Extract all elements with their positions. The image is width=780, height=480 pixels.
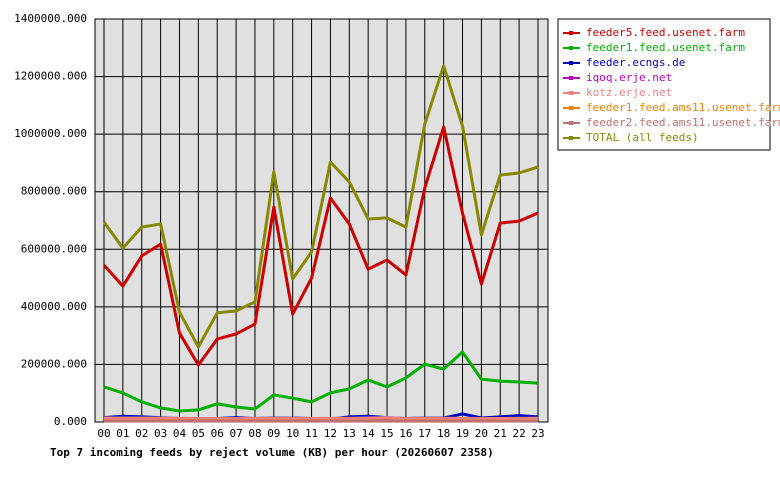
x-tick-label: 09 bbox=[267, 427, 280, 440]
y-tick-label: 1000000.000 bbox=[14, 127, 87, 140]
x-tick-label: 01 bbox=[116, 427, 129, 440]
x-tick-label: 11 bbox=[305, 427, 318, 440]
legend-label: iqoq.erje.net bbox=[586, 71, 672, 84]
series-line bbox=[103, 350, 539, 413]
x-tick-label: 06 bbox=[211, 427, 224, 440]
legend-marker bbox=[569, 31, 573, 35]
series-line bbox=[102, 64, 539, 349]
x-tick-label: 13 bbox=[343, 427, 356, 440]
x-tick-label: 20 bbox=[475, 427, 488, 440]
series-line bbox=[104, 416, 538, 421]
legend-marker bbox=[569, 46, 573, 50]
x-tick-label: 23 bbox=[531, 427, 544, 440]
x-tick-label: 18 bbox=[437, 427, 450, 440]
legend-box bbox=[557, 18, 771, 151]
x-tick-label: 07 bbox=[229, 427, 242, 440]
y-tick-label: 400000.000 bbox=[21, 300, 87, 313]
legend-label: feeder.ecngs.de bbox=[586, 56, 685, 69]
x-tick-label: 03 bbox=[154, 427, 167, 440]
legend-label: feeder1.feed.usenet.farm bbox=[586, 41, 745, 54]
x-tick-label: 19 bbox=[456, 427, 469, 440]
x-tick-label: 04 bbox=[173, 427, 187, 440]
legend-marker bbox=[569, 106, 573, 110]
x-tick-label: 21 bbox=[494, 427, 507, 440]
legend-label: feeder2.feed.ams11.usenet.farm bbox=[586, 116, 780, 129]
legend-marker bbox=[569, 76, 573, 80]
x-tick-label: 15 bbox=[380, 427, 393, 440]
legend-marker bbox=[569, 136, 573, 140]
legend-marker bbox=[569, 121, 573, 125]
x-tick-label: 14 bbox=[362, 427, 376, 440]
chart-title: Top 7 incoming feeds by reject volume (K… bbox=[50, 446, 494, 459]
legend-marker bbox=[569, 61, 573, 65]
y-tick-label: 1400000.000 bbox=[14, 12, 87, 25]
legend-label: feeder5.feed.usenet.farm bbox=[586, 26, 745, 39]
x-tick-label: 17 bbox=[418, 427, 431, 440]
x-tick-label: 12 bbox=[324, 427, 337, 440]
y-tick-label: 200000.000 bbox=[21, 357, 87, 370]
x-tick-label: 02 bbox=[135, 427, 148, 440]
series-line bbox=[102, 125, 539, 367]
x-tick-label: 22 bbox=[513, 427, 526, 440]
x-tick-label: 00 bbox=[97, 427, 110, 440]
legend-marker bbox=[569, 91, 573, 95]
y-tick-label: 0.000 bbox=[54, 415, 87, 428]
legend-label: feeder1.feed.ams11.usenet.farm bbox=[586, 101, 780, 114]
x-tick-label: 08 bbox=[248, 427, 261, 440]
x-tick-label: 16 bbox=[399, 427, 412, 440]
y-tick-label: 800000.000 bbox=[21, 185, 87, 198]
plot-area bbox=[94, 18, 549, 423]
legend-label: kotz.erje.net bbox=[586, 86, 672, 99]
x-tick-label: 05 bbox=[192, 427, 205, 440]
y-tick-label: 600000.000 bbox=[21, 242, 87, 255]
legend-label: TOTAL (all feeds) bbox=[586, 131, 699, 144]
y-tick-label: 1200000.000 bbox=[14, 70, 87, 83]
x-tick-label: 10 bbox=[286, 427, 299, 440]
